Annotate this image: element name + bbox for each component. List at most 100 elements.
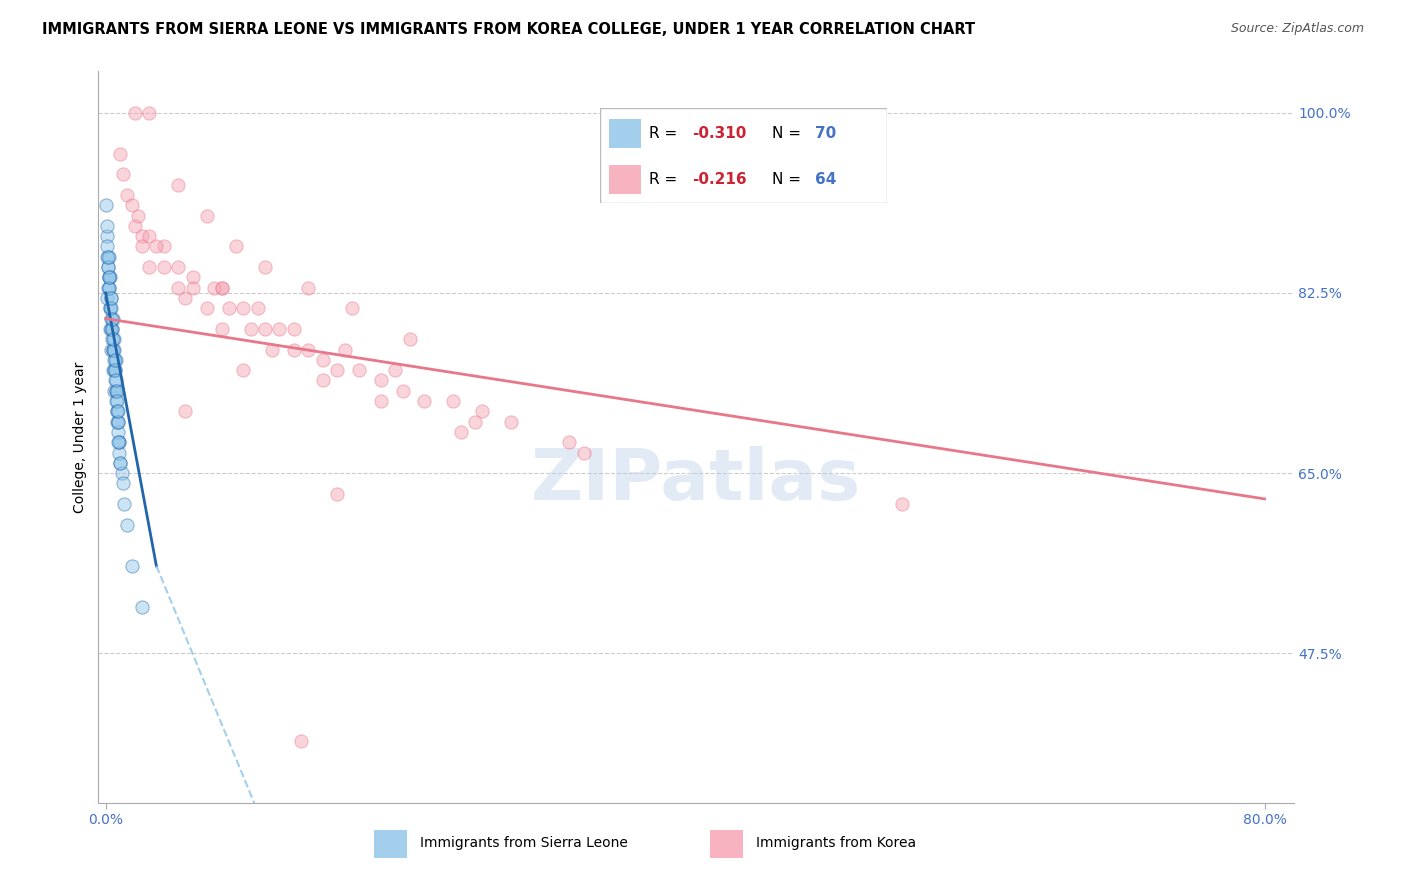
Point xyxy=(101,311,124,326)
Point xyxy=(124,219,146,233)
Point xyxy=(105,384,128,398)
Point xyxy=(101,332,124,346)
Point xyxy=(326,363,349,377)
Point xyxy=(167,178,190,192)
Point xyxy=(101,363,124,377)
Point xyxy=(108,146,131,161)
Point xyxy=(232,301,254,316)
Point xyxy=(97,250,120,264)
Point xyxy=(96,219,118,233)
Text: ZIPatlas: ZIPatlas xyxy=(531,447,860,516)
Point xyxy=(211,322,233,336)
Point xyxy=(97,260,120,274)
Point xyxy=(347,363,370,377)
Point xyxy=(98,301,121,316)
Point xyxy=(98,281,121,295)
Point xyxy=(138,260,160,274)
Point xyxy=(131,600,153,615)
Point xyxy=(104,394,127,409)
Point xyxy=(891,497,914,511)
Point xyxy=(100,291,122,305)
Point xyxy=(239,322,262,336)
Point xyxy=(112,167,135,181)
Point xyxy=(195,209,218,223)
Point xyxy=(262,343,284,357)
Point xyxy=(108,456,131,470)
Point xyxy=(572,445,595,459)
Point xyxy=(117,188,139,202)
Point xyxy=(101,343,124,357)
Point xyxy=(391,384,413,398)
Text: IMMIGRANTS FROM SIERRA LEONE VS IMMIGRANTS FROM KOREA COLLEGE, UNDER 1 YEAR CORR: IMMIGRANTS FROM SIERRA LEONE VS IMMIGRAN… xyxy=(42,22,976,37)
Point xyxy=(98,301,121,316)
Point xyxy=(174,404,197,418)
Point xyxy=(297,281,319,295)
Point xyxy=(104,373,127,387)
Point xyxy=(100,311,122,326)
Point xyxy=(138,105,160,120)
Point xyxy=(232,363,254,377)
Point xyxy=(114,497,136,511)
Point xyxy=(246,301,269,316)
Point xyxy=(384,363,406,377)
Point xyxy=(101,322,124,336)
Point xyxy=(105,404,128,418)
Point xyxy=(98,270,121,285)
Point xyxy=(105,373,128,387)
Point xyxy=(138,229,160,244)
Point xyxy=(121,558,143,573)
Point xyxy=(326,487,349,501)
Point xyxy=(471,404,494,418)
Point xyxy=(333,343,356,357)
Point xyxy=(211,281,233,295)
Point xyxy=(211,281,233,295)
Point xyxy=(96,291,118,305)
Y-axis label: College, Under 1 year: College, Under 1 year xyxy=(73,361,87,513)
Point xyxy=(370,394,392,409)
Point xyxy=(110,466,132,480)
Point xyxy=(253,260,276,274)
Point xyxy=(283,343,305,357)
Point xyxy=(97,250,120,264)
Point xyxy=(96,250,118,264)
Point xyxy=(105,384,128,398)
Point xyxy=(441,394,464,409)
Point xyxy=(107,425,129,439)
Point xyxy=(131,229,153,244)
Point xyxy=(413,394,436,409)
Point xyxy=(104,384,127,398)
Point xyxy=(121,198,143,212)
Point xyxy=(100,322,122,336)
Point xyxy=(107,435,129,450)
Point xyxy=(96,198,118,212)
Point xyxy=(100,301,122,316)
Point xyxy=(97,281,120,295)
Point xyxy=(103,343,125,357)
Point xyxy=(97,270,120,285)
Point xyxy=(117,517,139,532)
Point xyxy=(340,301,363,316)
Point xyxy=(107,415,129,429)
Point xyxy=(100,343,122,357)
Point xyxy=(152,239,174,253)
Point xyxy=(103,332,125,346)
Point xyxy=(312,373,335,387)
Point xyxy=(181,270,204,285)
Point xyxy=(145,239,167,253)
Point xyxy=(100,291,122,305)
Point xyxy=(108,445,131,459)
Point xyxy=(181,281,204,295)
Point xyxy=(290,734,312,748)
Point xyxy=(101,311,124,326)
Point xyxy=(283,322,305,336)
Point xyxy=(105,415,128,429)
Point xyxy=(96,239,118,253)
Point xyxy=(225,239,247,253)
Point xyxy=(297,343,319,357)
Point xyxy=(103,352,125,367)
Point xyxy=(124,105,146,120)
Point xyxy=(464,415,486,429)
Point xyxy=(97,260,120,274)
Point xyxy=(107,415,129,429)
Point xyxy=(103,363,125,377)
